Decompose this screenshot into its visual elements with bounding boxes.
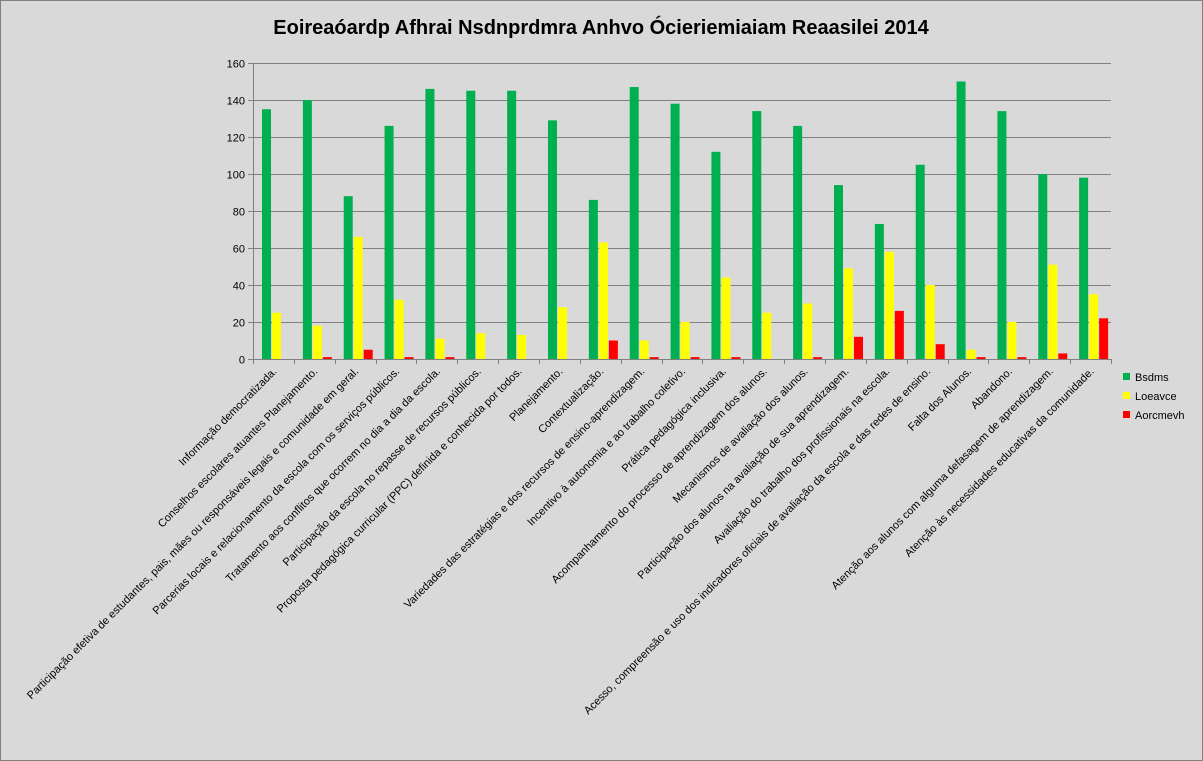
y-axis-tick-labels: 0 20 40 60 80 100 120 140 160 xyxy=(227,59,245,367)
bar-loeavce-20 xyxy=(1089,294,1099,359)
bar-aorcmevh-10 xyxy=(690,357,700,359)
bar-bsdms-7 xyxy=(548,120,557,359)
legend-label-loeavce: Loeavce xyxy=(1135,391,1177,403)
bar-bsdms-16 xyxy=(915,164,925,359)
bar-aorcmevh-9 xyxy=(649,357,659,359)
bar-aorcmevh-13 xyxy=(813,357,823,359)
bar-bsdms-20 xyxy=(1079,177,1089,359)
bar-bsdms-2 xyxy=(343,196,353,359)
bar-loeavce-3 xyxy=(394,299,404,359)
bar-bsdms-1 xyxy=(302,100,312,359)
bar-bsdms-8 xyxy=(588,199,598,359)
bar-bsdms-0 xyxy=(262,109,271,359)
y-tick-label: 0 xyxy=(239,355,245,367)
bar-aorcmevh-8 xyxy=(608,340,618,359)
y-tick-label: 40 xyxy=(233,281,245,293)
bar-bsdms-13 xyxy=(793,125,803,360)
bar-bsdms-3 xyxy=(384,125,394,360)
bar-loeavce-11 xyxy=(721,277,731,359)
legend-swatch-loeavce xyxy=(1123,392,1130,399)
bar-loeavce-9 xyxy=(639,340,649,359)
bar-loeavce-7 xyxy=(558,307,567,359)
bar-bsdms-19 xyxy=(1038,174,1048,359)
bar-aorcmevh-1 xyxy=(322,357,332,359)
legend-swatch-aorcmevh xyxy=(1123,411,1130,418)
bars xyxy=(262,81,1109,360)
bar-loeavce-13 xyxy=(803,303,813,359)
bar-loeavce-1 xyxy=(312,325,322,359)
bar-loeavce-12 xyxy=(762,312,772,359)
chart-title: Eoireaóardp Afhrai Nsdnprdmra Anhvo Ócie… xyxy=(273,15,929,39)
y-tick-label: 60 xyxy=(233,244,245,256)
bar-loeavce-16 xyxy=(925,285,935,359)
bar-loeavce-18 xyxy=(1007,322,1017,359)
bar-bsdms-4 xyxy=(425,88,435,360)
bar-aorcmevh-15 xyxy=(894,310,904,359)
axes xyxy=(253,63,1112,364)
bar-loeavce-15 xyxy=(884,251,894,359)
y-tick-label: 80 xyxy=(233,207,245,219)
bar-loeavce-6 xyxy=(517,334,527,359)
y-tick-label: 160 xyxy=(227,59,245,71)
bar-loeavce-8 xyxy=(598,242,608,359)
bar-loeavce-5 xyxy=(476,333,486,359)
bar-bsdms-12 xyxy=(752,111,762,359)
bar-aorcmevh-16 xyxy=(935,344,945,359)
bar-bsdms-15 xyxy=(874,223,884,359)
bar-bsdms-11 xyxy=(711,151,721,359)
bar-loeavce-4 xyxy=(435,338,445,359)
legend-label-bsdms: Bsdms xyxy=(1135,372,1169,384)
bar-bsdms-18 xyxy=(997,111,1007,359)
legend-swatch-bsdms xyxy=(1123,373,1130,380)
bar-aorcmevh-2 xyxy=(363,349,373,359)
bar-aorcmevh-20 xyxy=(1099,318,1109,359)
bar-loeavce-17 xyxy=(966,349,976,359)
bar-bsdms-5 xyxy=(466,90,476,359)
bar-aorcmevh-11 xyxy=(731,357,741,359)
bar-aorcmevh-19 xyxy=(1058,353,1068,359)
bar-bsdms-10 xyxy=(670,103,680,359)
bar-aorcmevh-18 xyxy=(1017,357,1027,359)
bar-loeavce-14 xyxy=(844,268,853,359)
y-tick-label: 140 xyxy=(227,96,245,108)
bar-aorcmevh-4 xyxy=(445,357,455,359)
bar-bsdms-9 xyxy=(629,87,639,360)
bar-aorcmevh-17 xyxy=(976,357,986,359)
bar-bsdms-14 xyxy=(834,185,843,359)
legend-label-aorcmevh: Aorcmevh xyxy=(1135,410,1185,422)
bar-loeavce-0 xyxy=(272,312,281,359)
y-tick-label: 100 xyxy=(227,170,245,182)
bar-aorcmevh-3 xyxy=(404,357,414,359)
y-tick-label: 120 xyxy=(227,133,245,145)
y-tick-label: 20 xyxy=(233,318,245,330)
bar-bsdms-6 xyxy=(507,90,517,359)
bar-loeavce-19 xyxy=(1048,264,1058,359)
bar-bsdms-17 xyxy=(956,81,966,359)
bar-loeavce-2 xyxy=(353,236,363,359)
bar-loeavce-10 xyxy=(680,322,690,359)
legend: Bsdms Loeavce Aorcmevh xyxy=(1123,372,1185,422)
bar-aorcmevh-14 xyxy=(854,336,863,359)
